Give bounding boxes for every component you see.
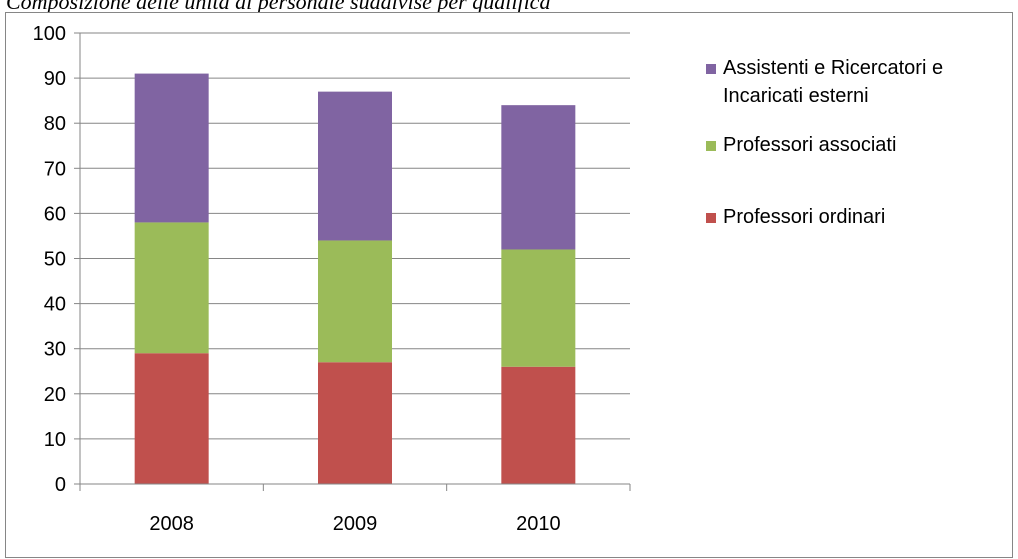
bar-segment — [501, 105, 576, 250]
chart-caption: Composizione delle unità di personale su… — [6, 0, 551, 14]
bar-segment — [501, 366, 576, 484]
bar-segment — [318, 240, 392, 363]
y-tick-label: 0 — [55, 474, 66, 496]
y-tick-label: 100 — [33, 23, 66, 45]
y-tick-label: 30 — [44, 339, 66, 361]
y-tick-label: 20 — [44, 384, 66, 406]
legend-label: Incaricati esterni — [723, 85, 869, 107]
legend: Assistenti e Ricercatori e Incaricati est… — [706, 57, 943, 228]
y-tick-label: 50 — [44, 249, 66, 271]
bar-segment — [318, 91, 392, 241]
x-tick-label: 2010 — [516, 513, 561, 535]
x-axis: 2008 2009 2010 — [79, 483, 631, 535]
legend-swatch — [706, 213, 716, 223]
legend-label: Assistenti e Ricercatori e — [723, 57, 943, 79]
legend-label: Professori ordinari — [723, 206, 885, 228]
legend-swatch — [706, 141, 716, 151]
x-tick-label: 2008 — [149, 513, 194, 535]
y-tick-label: 10 — [44, 429, 66, 451]
x-tick-label: 2009 — [333, 513, 378, 535]
legend-swatch — [706, 64, 716, 74]
bar-segment — [501, 249, 576, 367]
y-tick-label: 60 — [44, 203, 66, 225]
y-tick-label: 80 — [44, 113, 66, 135]
bar-segment — [134, 222, 209, 354]
bar-segment — [134, 353, 209, 484]
y-axis: 0 10 20 30 40 50 60 70 80 90 100 — [33, 23, 81, 496]
y-tick-label: 70 — [44, 158, 66, 180]
y-tick-label: 40 — [44, 294, 66, 316]
legend-label: Professori associati — [723, 134, 896, 156]
bar-segment — [134, 73, 209, 223]
bar-segment — [318, 362, 392, 484]
y-tick-label: 90 — [44, 68, 66, 90]
bars — [134, 73, 576, 484]
